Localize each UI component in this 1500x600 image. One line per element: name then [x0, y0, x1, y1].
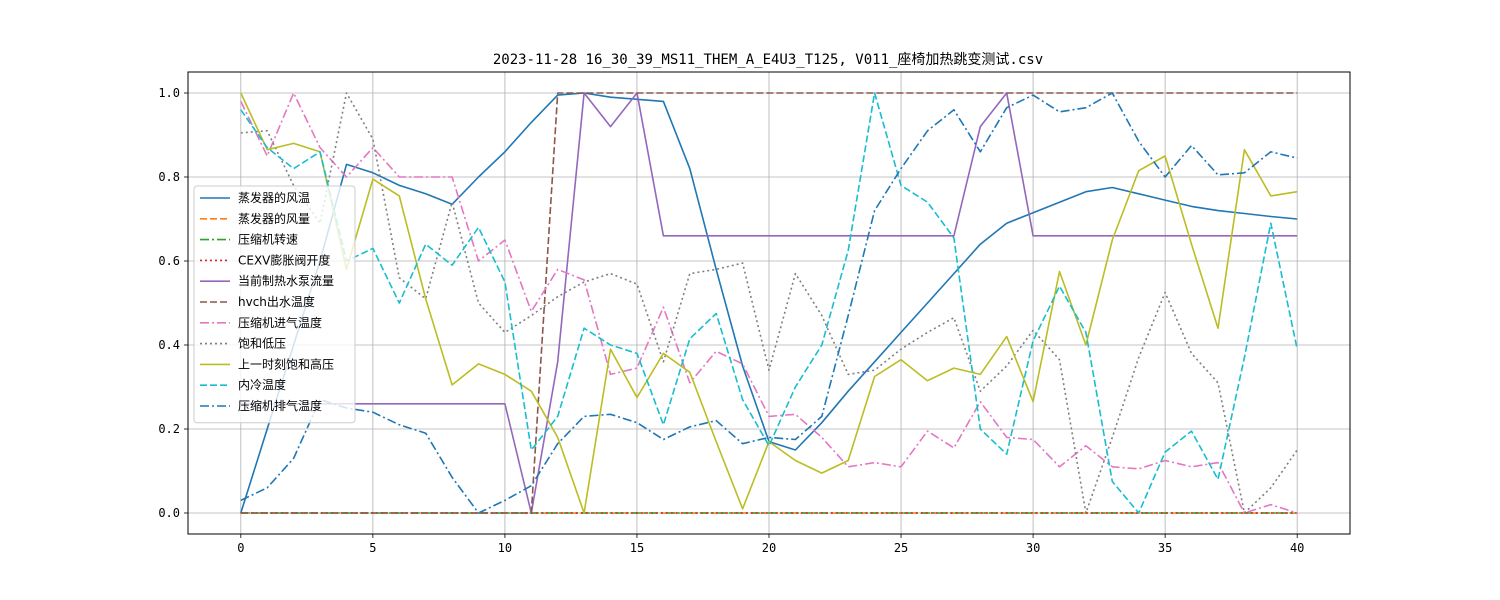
legend-label: CEXV膨胀阀开度 [238, 252, 330, 267]
axis-ticks: 0 5 10 15 20 25 30 35 40 0.0 0.2 0.4 0.6 0.8 1.0 [158, 86, 1304, 555]
legend-label: 蒸发器的风温 [238, 190, 310, 205]
series-line-6 [240, 92, 1298, 514]
x-tick-label: 5 [369, 541, 376, 555]
legend-label: 压缩机排气温度 [238, 398, 322, 413]
y-tick-label: 1.0 [158, 86, 180, 100]
legend-label: 压缩机进气温度 [238, 315, 322, 330]
legend-label: hvch出水温度 [238, 294, 315, 309]
legend-label: 当前制热水泵流量 [238, 273, 334, 288]
legend-label: 内冷温度 [238, 377, 286, 392]
series-line-4 [240, 92, 1298, 514]
legend-label: 饱和低压 [238, 336, 286, 351]
series-line-7 [240, 92, 1298, 514]
grid [188, 72, 1350, 534]
x-tick-label: 20 [762, 541, 776, 555]
y-tick-label: 0.0 [158, 506, 180, 520]
legend-label: 上一时刻饱和高压 [238, 356, 334, 371]
x-tick-label: 15 [630, 541, 644, 555]
y-tick-label: 0.4 [158, 338, 180, 352]
series-line-10 [240, 92, 1298, 514]
x-tick-label: 40 [1290, 541, 1304, 555]
x-tick-label: 35 [1158, 541, 1172, 555]
y-tick-label: 0.8 [158, 170, 180, 184]
series-line-9 [240, 92, 1298, 514]
y-tick-label: 0.6 [158, 254, 180, 268]
x-tick-label: 0 [237, 541, 244, 555]
legend-label: 蒸发器的风量 [238, 211, 310, 226]
y-tick-label: 0.2 [158, 422, 180, 436]
plot-lines [240, 92, 1298, 514]
x-tick-label: 25 [894, 541, 908, 555]
x-tick-label: 10 [498, 541, 512, 555]
legend-box [193, 185, 356, 424]
series-line-5 [240, 92, 1298, 514]
chart-title: 2023-11-28 16_30_39_MS11_THEM_A_E4U3_T12… [493, 52, 1043, 68]
x-tick-label: 30 [1026, 541, 1040, 555]
legend-label: 压缩机转速 [238, 232, 298, 247]
